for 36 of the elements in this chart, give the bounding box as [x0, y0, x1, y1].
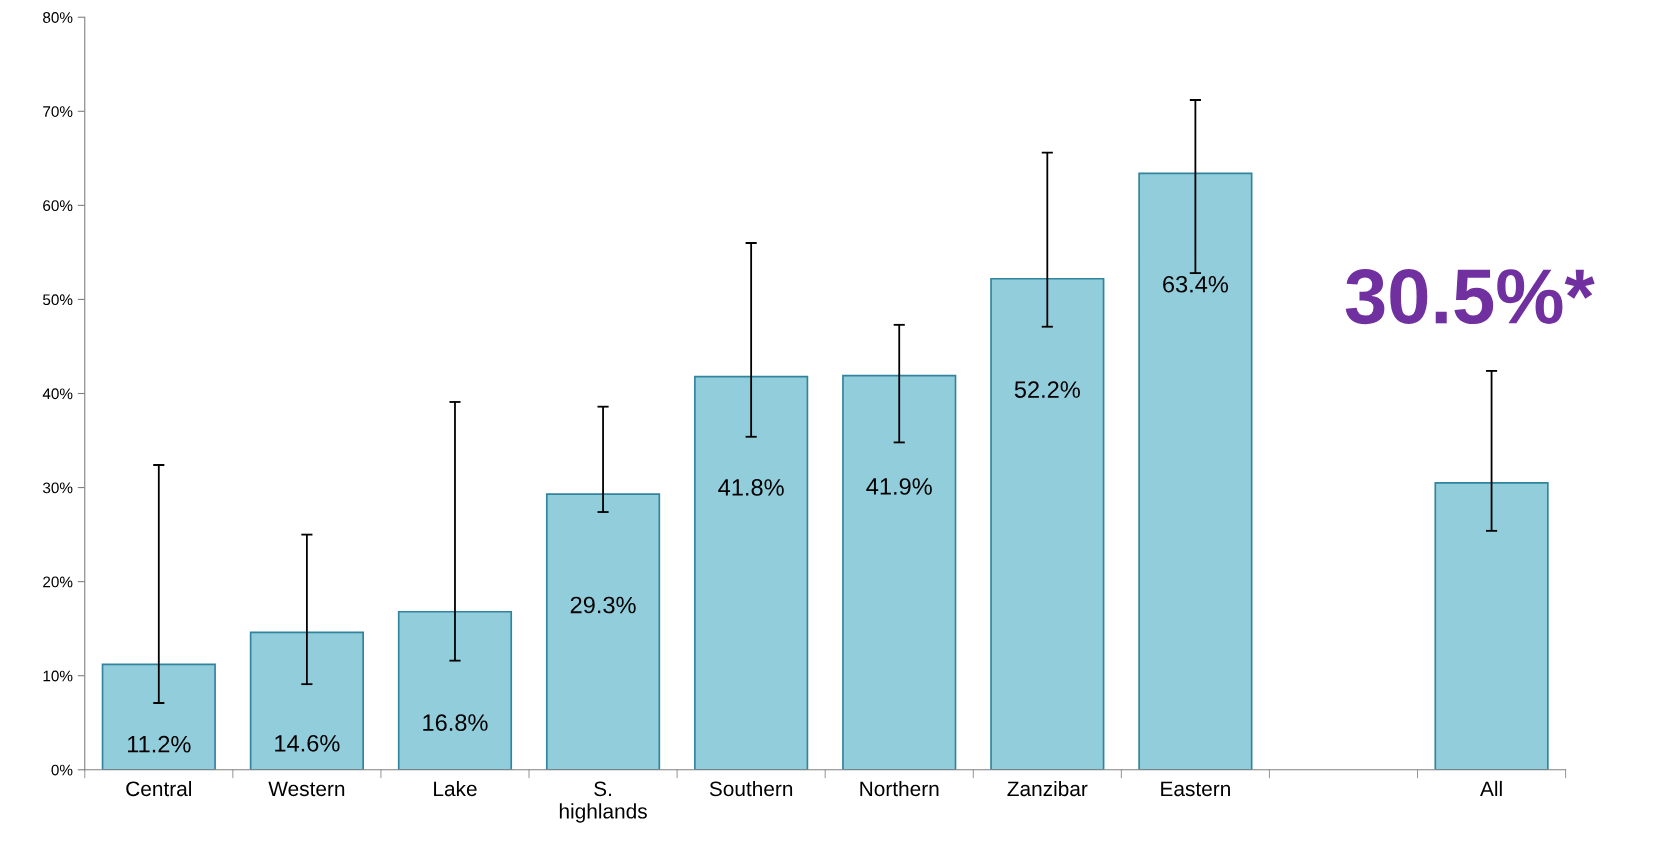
- y-tick-label: 70%: [43, 106, 73, 117]
- y-tick-label: 20%: [43, 576, 73, 588]
- annotation: 30.5%*: [1345, 269, 1595, 325]
- data-label: 41.9%: [866, 478, 932, 495]
- bar: [101, 663, 216, 770]
- bar: [842, 374, 957, 770]
- data-label: 41.8%: [718, 479, 784, 496]
- bar: [1138, 172, 1253, 770]
- x-tick-label: Northern: [860, 780, 939, 797]
- x-tick-label: S. highlands: [559, 781, 647, 823]
- data-label: 52.2%: [1014, 381, 1080, 398]
- y-tick-label: 80%: [43, 12, 73, 23]
- y-tick-label: 60%: [43, 200, 73, 212]
- bar: [545, 493, 661, 770]
- bar: [1434, 482, 1549, 770]
- x-tick-label: Lake: [434, 780, 477, 797]
- y-tick-label: 50%: [42, 294, 73, 306]
- x-tick-label: Southern: [709, 780, 793, 797]
- bar: [990, 277, 1105, 770]
- x-tick-label: Zanzibar: [1007, 780, 1088, 797]
- data-label: 29.3%: [570, 596, 636, 614]
- data-label: 16.8%: [423, 714, 488, 731]
- data-label: 11.2%: [128, 735, 191, 753]
- x-tick-label: Western: [268, 781, 345, 797]
- y-tick-label: 30%: [42, 482, 73, 494]
- data-label: 63.4%: [1163, 275, 1229, 293]
- x-tick-label: Eastern: [1161, 781, 1230, 797]
- y-tick-label: 40%: [42, 388, 73, 400]
- x-tick-label: Central: [126, 780, 191, 797]
- y-tick-label: 0%: [51, 764, 73, 776]
- x-tick-label: All: [1480, 780, 1502, 796]
- data-label: 14.6%: [275, 734, 340, 752]
- y-tick-label: 10%: [43, 670, 73, 682]
- bar: [397, 610, 513, 770]
- bar: [694, 375, 809, 770]
- bar: [249, 631, 364, 770]
